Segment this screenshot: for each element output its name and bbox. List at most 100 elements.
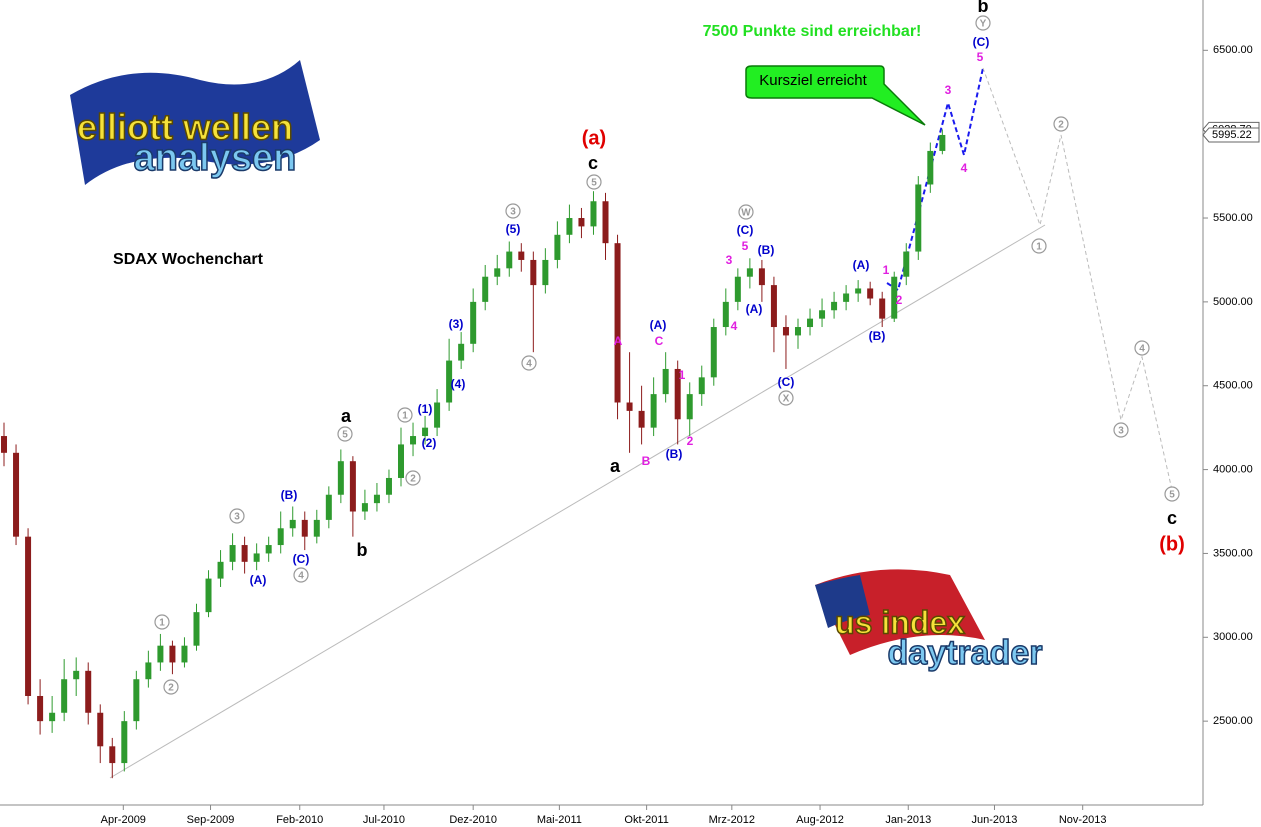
candle-body xyxy=(698,377,705,395)
candle-body xyxy=(277,528,284,546)
candle-body xyxy=(530,259,537,286)
wave-label: b xyxy=(978,0,989,16)
candle-body xyxy=(915,184,922,252)
candle-body xyxy=(181,645,188,663)
candle-body xyxy=(410,436,417,445)
x-tick-label: Feb-2010 xyxy=(276,814,323,826)
y-tick-label: 5500.00 xyxy=(1213,212,1253,224)
candle-body xyxy=(373,494,380,504)
wave-label: a xyxy=(610,456,621,476)
wave-label: 4 xyxy=(1139,344,1145,355)
logo-flag xyxy=(815,575,870,628)
y-tick-label: 6500.00 xyxy=(1213,44,1253,56)
wave-label: B xyxy=(642,454,651,468)
candle-body xyxy=(73,670,80,680)
y-tick-label: 2500.00 xyxy=(1213,715,1253,727)
wave-label: 5 xyxy=(977,50,984,64)
candle-body xyxy=(554,234,561,260)
wave-label: 5 xyxy=(342,430,348,441)
wave-circle xyxy=(293,567,309,583)
wave-label: (2) xyxy=(422,436,437,450)
y-tick-label: 4500.00 xyxy=(1213,380,1253,392)
candle-body xyxy=(602,201,609,244)
wave-label: 4 xyxy=(961,161,968,175)
candle-body xyxy=(85,670,92,713)
wave-label: (4) xyxy=(451,377,466,391)
wave-label: W xyxy=(741,208,751,219)
candle-body xyxy=(650,394,657,428)
y-tick-label: 4000.00 xyxy=(1213,463,1253,475)
candle-body xyxy=(578,218,585,227)
candle-body xyxy=(710,327,717,378)
wave-label: 3 xyxy=(1118,426,1124,437)
candle-body xyxy=(855,288,862,294)
candle-body xyxy=(566,218,573,235)
wave-circle xyxy=(505,203,521,219)
candle-body xyxy=(145,662,152,680)
candle-body xyxy=(229,545,236,562)
candle-body xyxy=(494,268,501,277)
wave-circle xyxy=(1031,238,1047,254)
candle-body xyxy=(674,368,681,420)
wave-label: 3 xyxy=(726,253,733,267)
candle-body xyxy=(891,276,898,319)
wave-label: (b) xyxy=(1159,533,1185,555)
wave-label: (C) xyxy=(973,35,990,49)
candle-body xyxy=(686,394,693,420)
candle-body xyxy=(879,298,886,319)
wave-label: (A) xyxy=(853,258,870,272)
candle-body xyxy=(903,251,910,277)
candle-body xyxy=(434,402,441,428)
y-tick-label: 3500.00 xyxy=(1213,547,1253,559)
wave-circle xyxy=(405,470,421,486)
wave-label: 1 xyxy=(402,411,408,422)
wave-circle xyxy=(778,390,794,406)
candle-body xyxy=(337,461,344,495)
candle-body xyxy=(843,293,850,302)
candle-body xyxy=(758,268,765,286)
candle-body xyxy=(133,679,140,722)
candle-body xyxy=(867,288,874,299)
candle-body xyxy=(217,561,224,579)
candle-body xyxy=(422,427,429,437)
wave-label: 1 xyxy=(1036,242,1042,253)
wave-label: (B) xyxy=(758,243,775,257)
candle-body xyxy=(734,276,741,302)
wave-circle xyxy=(154,614,170,630)
candle-body xyxy=(614,243,621,403)
candle-body xyxy=(794,327,801,336)
wave-label: (B) xyxy=(869,329,886,343)
callout-text: Kursziel erreicht xyxy=(759,72,867,89)
chart-title: SDAX Wochenchart xyxy=(113,251,264,268)
price-tag-label: 5995.22 xyxy=(1212,129,1252,141)
candle-body xyxy=(325,494,332,520)
wave-label: (A) xyxy=(650,318,667,332)
candle-body xyxy=(205,578,212,613)
candle-body xyxy=(289,519,296,529)
wave-label: 2 xyxy=(1058,120,1064,131)
candle-body xyxy=(49,712,56,722)
x-tick-label: Jan-2013 xyxy=(885,814,931,826)
candle-body xyxy=(446,360,453,403)
x-tick-label: Nov-2013 xyxy=(1059,814,1107,826)
price-tag xyxy=(1202,127,1260,143)
candle-body xyxy=(121,721,128,764)
candle-body xyxy=(349,461,356,512)
wave-label: 2 xyxy=(687,434,694,448)
wave-label: 2 xyxy=(410,474,416,485)
candle-body xyxy=(193,612,200,646)
projection-grey xyxy=(982,67,1173,491)
wave-label: 5 xyxy=(742,239,749,253)
wave-circle xyxy=(521,355,537,371)
headline: 7500 Punkte sind erreichbar! xyxy=(703,23,922,40)
candle-body xyxy=(518,251,525,260)
wave-label: (5) xyxy=(506,222,521,236)
candle-body xyxy=(746,268,753,277)
candle-body xyxy=(506,251,513,269)
logo-us-index: us index daytrader xyxy=(815,569,1043,673)
wave-circle xyxy=(1134,340,1150,356)
wave-circle xyxy=(337,426,353,442)
x-tick-label: Okt-2011 xyxy=(624,814,668,826)
wave-label: 5 xyxy=(1169,490,1175,501)
wave-label: (C) xyxy=(293,552,310,566)
